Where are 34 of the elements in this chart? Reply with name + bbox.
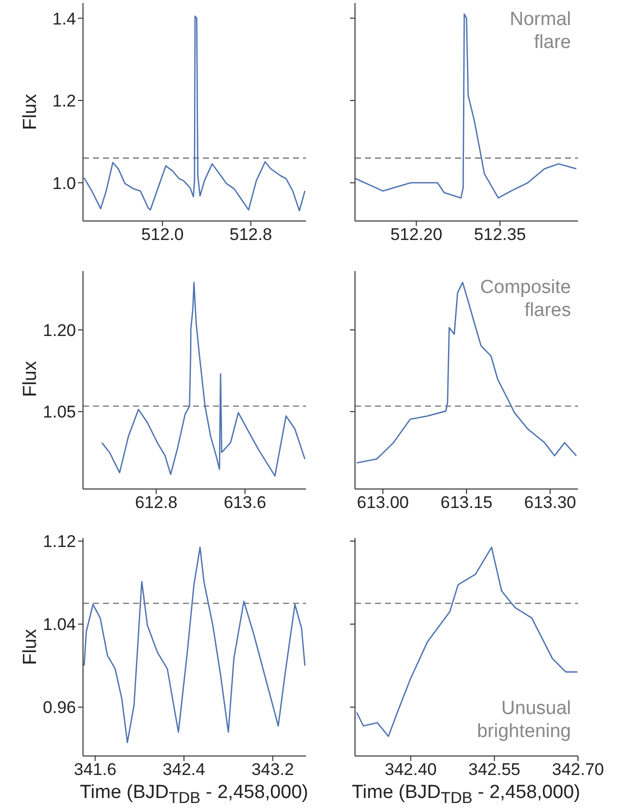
x-tick-label: 512.35 (474, 225, 526, 244)
y-tick-label: 1.4 (52, 9, 76, 28)
x-tick-label: 613.30 (524, 492, 576, 512)
line-series (83, 16, 306, 212)
x-tick-label: 343.2 (251, 760, 294, 780)
y-axis-title: Flux (19, 92, 42, 132)
y-tick-label: 1.04 (42, 615, 76, 634)
annotation: Composite flares (480, 276, 571, 322)
x-tick-label: 341.6 (74, 760, 116, 780)
x-axis-title: Time (BJD$_{TDB}$ - 2,458,000) (78, 782, 310, 808)
y-tick-label: 1.2 (52, 92, 76, 111)
annotation: Normal flare (510, 8, 571, 54)
x-tick-label: 612.8 (134, 492, 178, 512)
x-tick-label: 613.6 (224, 492, 266, 512)
y-tick-label: 0.96 (42, 698, 76, 718)
y-tick-label: 1.05 (42, 402, 76, 422)
x-tick-label: 512.20 (390, 225, 442, 244)
y-axis-title: Flux (19, 360, 42, 399)
x-tick-label: 512.8 (230, 225, 272, 244)
y-axis-title: Flux (19, 628, 42, 666)
annotation: Unusual brightening (476, 697, 572, 743)
y-tick-label: 1.0 (52, 174, 76, 193)
x-axis-title: Time (BJD$_{TDB}$ - 2,458,000) (350, 782, 582, 808)
line-series (101, 281, 306, 476)
x-tick-label: 342.55 (468, 760, 520, 780)
y-tick-label: 1.20 (42, 320, 76, 340)
x-tick-label: 512.0 (141, 225, 184, 244)
x-tick-label: 613.00 (356, 492, 409, 512)
x-tick-label: 613.15 (440, 492, 492, 512)
x-tick-label: 342.70 (552, 760, 604, 780)
line-series (83, 546, 306, 744)
y-tick-label: 1.12 (42, 532, 76, 552)
x-tick-label: 342.4 (162, 760, 206, 780)
x-tick-label: 342.40 (384, 760, 437, 780)
